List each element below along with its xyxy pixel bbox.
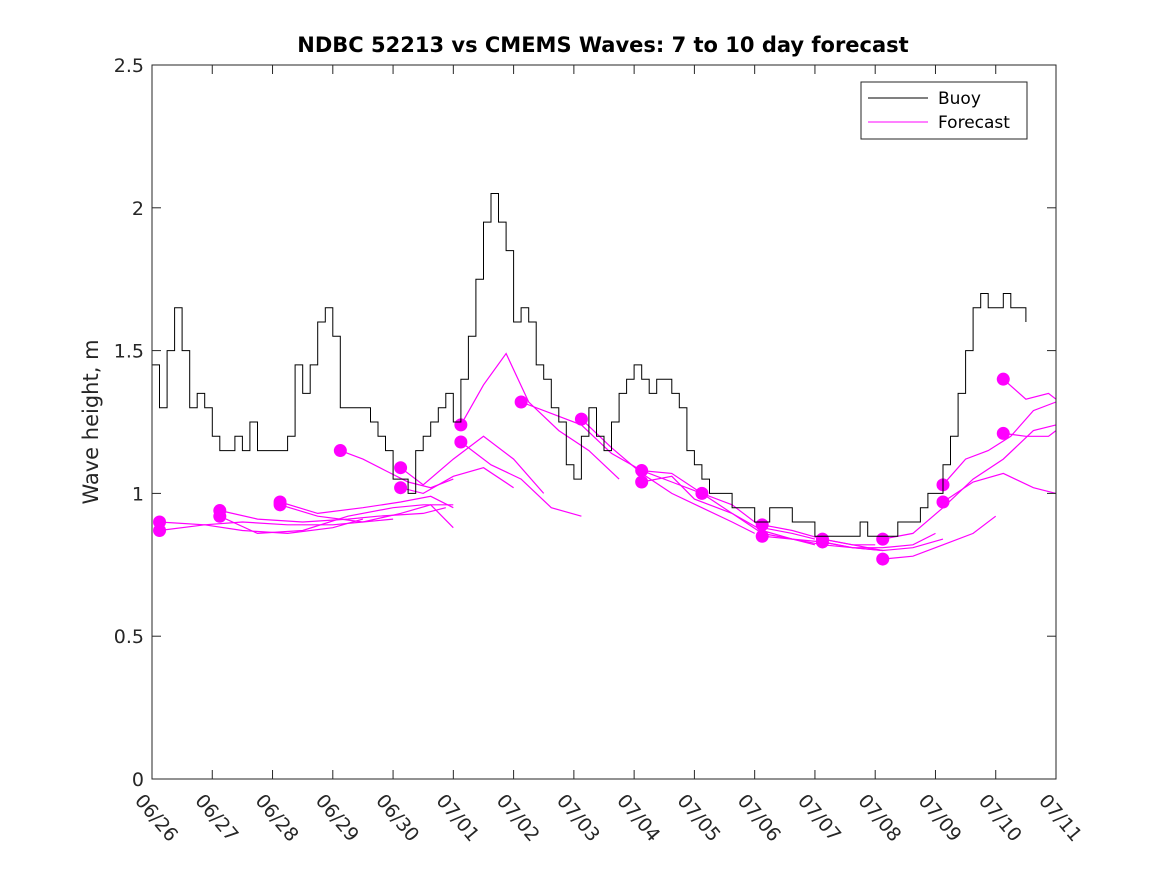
forecast-start-marker (213, 509, 227, 523)
forecast-start-marker (996, 426, 1010, 440)
forecast-start-marker (695, 486, 709, 500)
plot-area (152, 65, 1056, 779)
forecast-run-line (460, 352, 620, 480)
y-tick-label: 2 (132, 198, 144, 220)
chart-title: NDBC 52213 vs CMEMS Waves: 7 to 10 day f… (297, 33, 908, 57)
legend-buoy-label: Buoy (938, 89, 981, 109)
forecast-start-marker (876, 552, 890, 566)
forecast-start-marker (454, 435, 468, 449)
y-tick-label: 1.5 (114, 341, 144, 363)
forecast-start-marker (394, 461, 408, 475)
data-layer (152, 193, 1057, 566)
buoy-line (152, 193, 1027, 537)
y-tick-label: 2.5 (114, 55, 144, 77)
y-tick-label: 0 (132, 769, 144, 791)
y-axis-label: Wave height, m (79, 339, 103, 504)
forecast-run-line (822, 532, 936, 549)
forecast-run-line (942, 401, 1057, 486)
forecast-start-marker (635, 464, 649, 478)
forecast-run-line (279, 504, 454, 529)
forecast-start-marker (635, 475, 649, 489)
forecast-run-line (460, 441, 582, 517)
forecast-start-marker (153, 524, 167, 538)
forecast-run-line (882, 515, 997, 560)
legend-box (860, 81, 1028, 140)
forecast-run-line (520, 401, 703, 494)
forecast-start-marker (333, 444, 347, 458)
forecast-start-marker (574, 412, 588, 426)
forecast-run-line (219, 504, 454, 535)
legend-forecast-label: Forecast (938, 113, 1010, 133)
y-tick-label: 1 (132, 483, 144, 505)
forecast-start-marker (755, 518, 769, 532)
forecast-run-line (942, 472, 1057, 503)
forecast-run-line (279, 495, 454, 515)
forecast-run-line (159, 518, 364, 535)
forecast-run-line (822, 538, 944, 552)
forecast-start-marker (996, 372, 1010, 386)
plot-box (151, 64, 1057, 780)
forecast-run-line (1002, 378, 1057, 400)
forecast-start-marker (394, 481, 408, 495)
forecast-run-line (1003, 430, 1057, 437)
forecast-start-marker (876, 532, 890, 546)
forecast-start-marker (755, 529, 769, 543)
forecast-start-marker (514, 395, 528, 409)
forecast-run-line (340, 450, 454, 489)
forecast-start-marker (273, 498, 287, 512)
forecast-start-marker (936, 495, 950, 509)
forecast-start-marker (815, 535, 829, 549)
y-tick-label: 0.5 (114, 626, 144, 648)
forecast-run-line (882, 424, 1057, 540)
forecast-run-line (219, 507, 446, 523)
legend: Buoy Forecast (860, 81, 1028, 140)
